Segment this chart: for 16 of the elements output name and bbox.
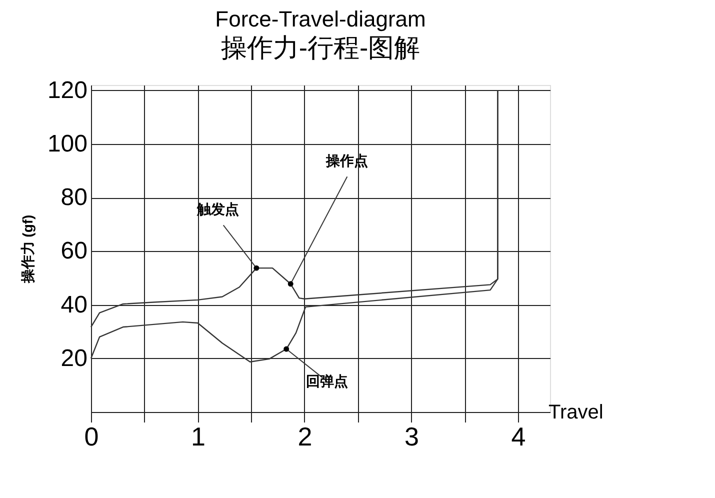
x-tick-label: 0 xyxy=(84,422,99,452)
y-tick-label: 20 xyxy=(60,344,88,372)
y-tick-label: 60 xyxy=(60,238,88,265)
x-tick-label: 3 xyxy=(404,422,419,452)
annotation: 回弹点 xyxy=(306,373,348,390)
chart-subtitle: 操作力-行程-图解 xyxy=(220,32,420,62)
chart-title: Force-Travel-diagram xyxy=(215,6,426,32)
y-tick-label: 120 xyxy=(47,76,88,104)
y-tick-label: 40 xyxy=(60,291,88,318)
y-axis-title: 操作力 (gf) xyxy=(19,214,36,284)
x-axis-title: Travel xyxy=(548,402,604,424)
x-tick-label: 2 xyxy=(298,422,312,452)
y-tick-label: 100 xyxy=(47,130,88,158)
y-tick-label: 80 xyxy=(60,184,88,212)
x-tick-label: 1 xyxy=(191,422,206,452)
x-tick-label: 4 xyxy=(511,422,526,452)
